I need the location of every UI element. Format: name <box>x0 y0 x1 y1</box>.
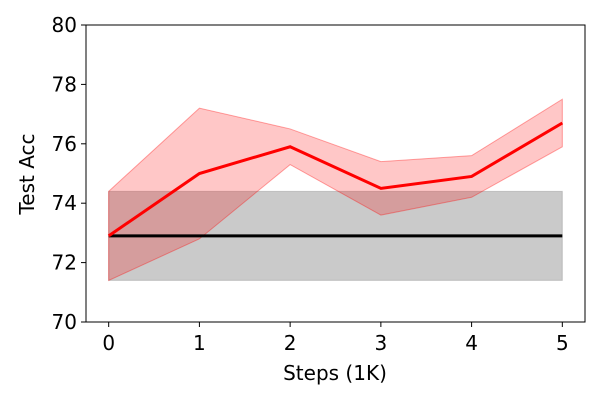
x-axis-ticks: 0 1 2 3 4 5 <box>102 322 569 355</box>
plot-area-frame <box>85 24 586 323</box>
x-tick-label: 1 <box>193 331 206 355</box>
y-tick-label: 78 <box>52 72 77 96</box>
series-1-line <box>107 121 564 238</box>
x-tick-label: 5 <box>556 331 569 355</box>
y-tick-label: 76 <box>52 132 77 156</box>
y-tick-label: 70 <box>52 310 77 334</box>
x-tick-label: 2 <box>284 331 297 355</box>
x-axis-label: Steps (1K) <box>283 361 387 385</box>
series-lines <box>107 121 564 238</box>
y-axis-label: Test Acc <box>15 133 39 215</box>
y-tick-label: 80 <box>52 13 77 37</box>
x-tick-label: 4 <box>465 331 478 355</box>
series-1-band <box>108 98 563 282</box>
x-tick-label: 0 <box>102 331 115 355</box>
x-tick-label: 3 <box>374 331 387 355</box>
y-axis-ticks: 70 72 74 76 78 80 <box>52 13 86 334</box>
y-tick-label: 74 <box>52 191 77 215</box>
y-tick-label: 72 <box>52 251 77 275</box>
